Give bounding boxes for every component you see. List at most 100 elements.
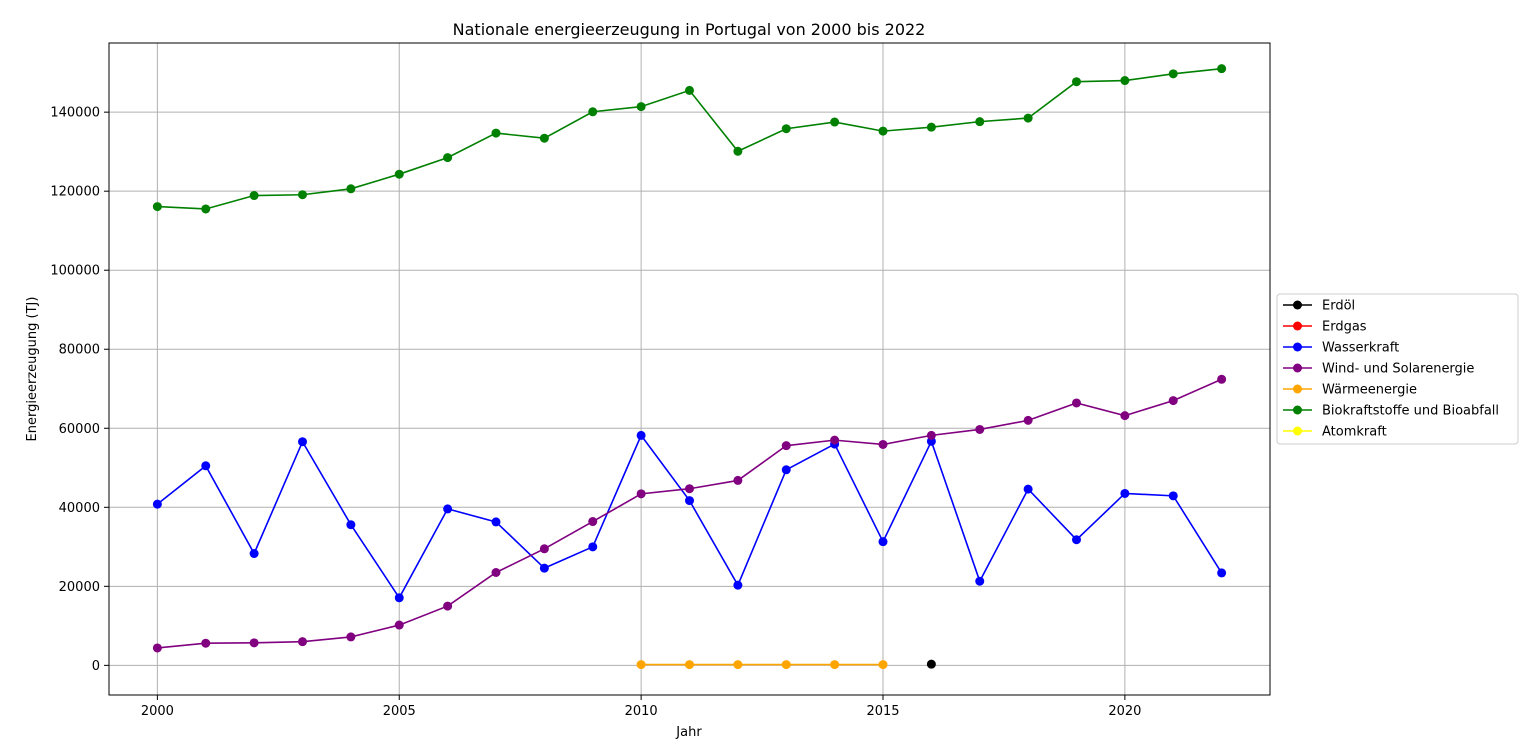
series-5-point <box>201 204 211 214</box>
series-3-point <box>539 544 549 554</box>
series-2-point <box>491 517 501 527</box>
series-5-point <box>926 122 936 132</box>
legend-item-2: Wasserkraft <box>1283 341 1399 356</box>
series-3-point <box>926 430 936 440</box>
legend-swatch-marker <box>1293 405 1302 415</box>
legend-item-3: Wind- und Solarenergie <box>1283 362 1474 377</box>
series-5-point <box>636 102 646 112</box>
y-tick-label: 140000 <box>50 106 100 121</box>
series-3-point <box>685 484 694 494</box>
series-3-point <box>733 475 743 485</box>
series-4 <box>636 660 888 670</box>
series-2-point <box>1168 491 1178 501</box>
series-5-point <box>152 202 162 212</box>
series-4-point <box>878 660 888 670</box>
x-tick-label: 2020 <box>1108 704 1141 719</box>
series-2-point <box>1217 568 1227 578</box>
series-2-point <box>201 461 211 471</box>
legend-label: Wind- und Solarenergie <box>1322 362 1474 377</box>
series-5-point <box>1072 77 1081 87</box>
legend-swatch-marker <box>1293 426 1302 436</box>
series-2-point <box>636 430 646 440</box>
series-4-point <box>781 660 791 670</box>
plot-frame <box>108 42 1271 696</box>
series-4-point <box>636 660 646 670</box>
legend-item-5: Biokraftstoffe und Bioabfall <box>1283 404 1499 419</box>
tick-layer: 2000 2005 2010 2015 2020 0 20000 40000 60000 8000… <box>50 106 1141 719</box>
y-tick-label: 0 <box>92 659 100 674</box>
series-5-point <box>1217 64 1227 74</box>
series-0-point <box>926 659 936 669</box>
series-5-point <box>298 190 307 200</box>
y-tick-label: 20000 <box>59 580 100 595</box>
series-3-point <box>1072 398 1081 408</box>
x-tick-label: 2000 <box>141 704 174 719</box>
series-3-line <box>157 378 1222 649</box>
x-axis-label: Jahr <box>675 725 702 740</box>
series-2-point <box>443 504 453 514</box>
series-2-point <box>878 537 888 547</box>
legend-item-1: Erdgas <box>1283 320 1367 335</box>
series-3-point <box>201 638 211 648</box>
series-5-point <box>588 107 598 117</box>
series-3-point <box>1217 374 1227 384</box>
series-5-point <box>539 133 549 143</box>
legend-item-6: Atomkraft <box>1283 425 1387 440</box>
series-2-point <box>1072 535 1081 545</box>
series-5-point <box>830 117 840 127</box>
legend-label: Atomkraft <box>1322 425 1387 440</box>
legend-item-0: Erdöl <box>1283 299 1355 314</box>
series-4-point <box>685 660 694 670</box>
series-5-point <box>878 126 888 136</box>
series-3-point <box>152 643 162 653</box>
series-3-point <box>249 638 259 648</box>
x-tick-label: 2015 <box>866 704 899 719</box>
legend-label: Erdgas <box>1322 320 1367 335</box>
y-tick-label: 60000 <box>59 422 100 437</box>
series-2-line <box>156 433 1223 600</box>
legend-item-4: Wärmeenergie <box>1283 383 1417 398</box>
series-5-point <box>394 169 404 179</box>
series-2-point <box>346 520 356 530</box>
series-5-point <box>1168 69 1178 79</box>
y-tick-label: 100000 <box>50 264 100 279</box>
series-3-point <box>878 439 888 449</box>
series-2-point <box>781 465 791 475</box>
series-3-point <box>443 601 453 611</box>
series-2-point <box>1023 484 1033 494</box>
legend-label: Erdöl <box>1322 299 1355 314</box>
series-3-point <box>975 424 985 434</box>
series-4-point <box>733 660 743 670</box>
legend-swatch-marker <box>1293 342 1302 352</box>
series-3 <box>152 374 1227 653</box>
series-2-point <box>249 549 259 559</box>
y-axis-label: Energieerzeugung (TJ) <box>25 297 40 442</box>
series-5-point <box>346 184 356 194</box>
series-3-point <box>1023 415 1033 425</box>
legend-label: Wasserkraft <box>1322 341 1399 356</box>
series-2-point <box>733 580 743 590</box>
series-2-point <box>685 496 694 506</box>
series-3-point <box>346 632 356 642</box>
series-5-point <box>975 117 985 127</box>
series-0 <box>926 659 936 669</box>
series-3-point <box>636 489 646 499</box>
series-2-point <box>588 542 598 552</box>
series-2-point <box>1120 488 1130 498</box>
series-5 <box>152 64 1227 214</box>
legend-swatch-marker <box>1293 363 1302 373</box>
series-2-point <box>152 499 162 509</box>
series-5-point <box>781 124 791 134</box>
series-2 <box>152 430 1227 603</box>
series-3-point <box>491 568 501 578</box>
series-3-point <box>830 435 840 445</box>
series-3-point <box>588 517 598 527</box>
series-5-point <box>1023 113 1033 123</box>
series-4-point <box>830 660 840 670</box>
series-layer <box>152 64 1227 670</box>
grid-layer <box>109 43 1270 695</box>
x-tick-label: 2005 <box>383 704 416 719</box>
chart-title: Nationale energieerzeugung in Portugal v… <box>453 20 926 39</box>
y-tick-label: 120000 <box>50 185 100 200</box>
